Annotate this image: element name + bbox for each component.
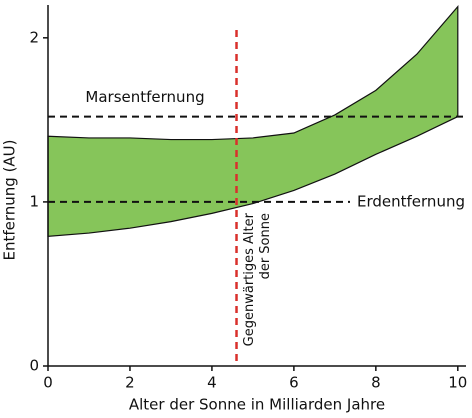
- x-tick-label: 0: [43, 374, 53, 392]
- reference-label: Marsentfernung: [85, 88, 204, 106]
- y-tick-label: 2: [29, 28, 39, 46]
- y-axis-label: Entfernung (AU): [1, 139, 19, 260]
- x-tick-label: 10: [448, 374, 467, 392]
- x-tick-label: 6: [289, 374, 299, 392]
- y-tick-label: 0: [29, 357, 39, 375]
- reference-label: Erdentfernung: [357, 192, 465, 210]
- x-tick-label: 4: [207, 374, 217, 392]
- current-age-label: der Sonne: [258, 213, 273, 279]
- y-tick-label: 1: [29, 192, 39, 210]
- x-tick-label: 2: [125, 374, 135, 392]
- x-axis-label: Alter der Sonne in Milliarden Jahre: [129, 396, 385, 414]
- current-age-label: Gegenwärtiges Alter: [242, 212, 257, 346]
- x-tick-label: 8: [371, 374, 381, 392]
